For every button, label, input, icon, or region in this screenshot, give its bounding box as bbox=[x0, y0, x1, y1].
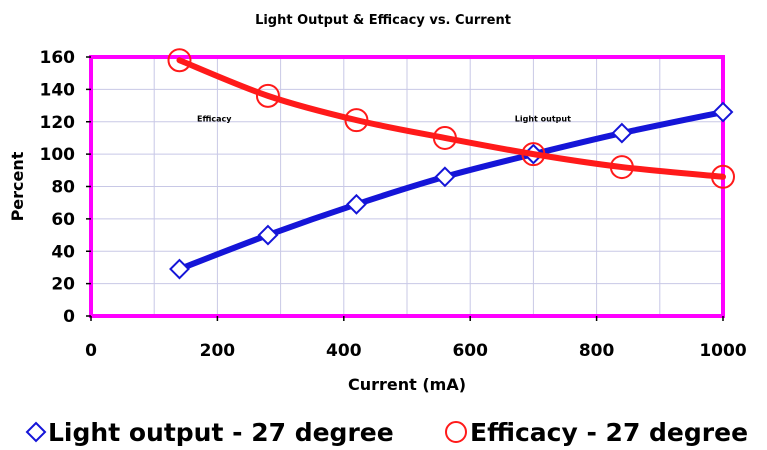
y-tick-label: 0 bbox=[63, 307, 75, 327]
legend-label: Efficacy - 27 degree bbox=[470, 418, 748, 447]
y-tick-label: 60 bbox=[51, 210, 75, 230]
x-tick-label: 400 bbox=[326, 341, 362, 361]
legend-circle-icon bbox=[445, 421, 467, 443]
series-line bbox=[176, 57, 726, 180]
x-tick-label: 200 bbox=[200, 341, 236, 361]
data-point-circle bbox=[432, 125, 457, 150]
x-tick-label: 600 bbox=[452, 341, 488, 361]
legend-diamond-icon bbox=[25, 421, 47, 443]
legend: Light output - 27 degree Efficacy - 27 de… bbox=[25, 418, 748, 447]
data-point-diamond bbox=[712, 101, 734, 123]
data-point-circle bbox=[609, 155, 634, 180]
y-tick-label: 20 bbox=[51, 275, 75, 295]
data-point-circle bbox=[344, 108, 369, 133]
annotation-label: Light output bbox=[515, 115, 571, 124]
annotation-label: Efficacy bbox=[197, 115, 232, 124]
series-line bbox=[176, 109, 726, 273]
series-layer bbox=[167, 48, 735, 280]
legend-item: Efficacy - 27 degree bbox=[445, 418, 748, 447]
data-point-diamond bbox=[169, 258, 190, 280]
chart-title: Light Output & Efficacy vs. Current bbox=[255, 13, 511, 28]
annotations: Efficacy Light output bbox=[197, 115, 571, 124]
y-tick-label: 140 bbox=[40, 80, 76, 100]
y-tick-label: 160 bbox=[40, 48, 76, 68]
y-tick-label: 120 bbox=[40, 113, 76, 133]
series-efficacy bbox=[167, 48, 735, 189]
data-point-circle bbox=[167, 48, 192, 73]
x-tick-label: 0 bbox=[85, 341, 97, 361]
x-tick-label: 800 bbox=[579, 341, 615, 361]
data-point-diamond bbox=[257, 224, 279, 246]
y-axis: 0 20 40 60 80 100 120 140 160 bbox=[40, 48, 91, 327]
x-axis-title: Current (mA) bbox=[348, 375, 466, 394]
y-axis-title: Percent bbox=[8, 151, 27, 221]
x-tick-label: 1000 bbox=[699, 341, 746, 361]
data-point-circle bbox=[521, 142, 546, 167]
data-point-diamond bbox=[611, 122, 633, 144]
y-tick-label: 40 bbox=[51, 242, 75, 262]
legend-item: Light output - 27 degree bbox=[25, 418, 394, 447]
series-light-output bbox=[169, 101, 734, 280]
data-point-circle bbox=[255, 83, 280, 108]
x-axis: 0 200 400 600 800 1000 bbox=[85, 316, 747, 361]
y-tick-label: 100 bbox=[40, 145, 76, 165]
y-tick-label: 80 bbox=[51, 178, 75, 198]
data-point-diamond bbox=[346, 193, 367, 215]
data-point-circle bbox=[711, 164, 735, 189]
data-point-diamond bbox=[434, 166, 456, 188]
legend-label: Light output - 27 degree bbox=[48, 418, 394, 447]
